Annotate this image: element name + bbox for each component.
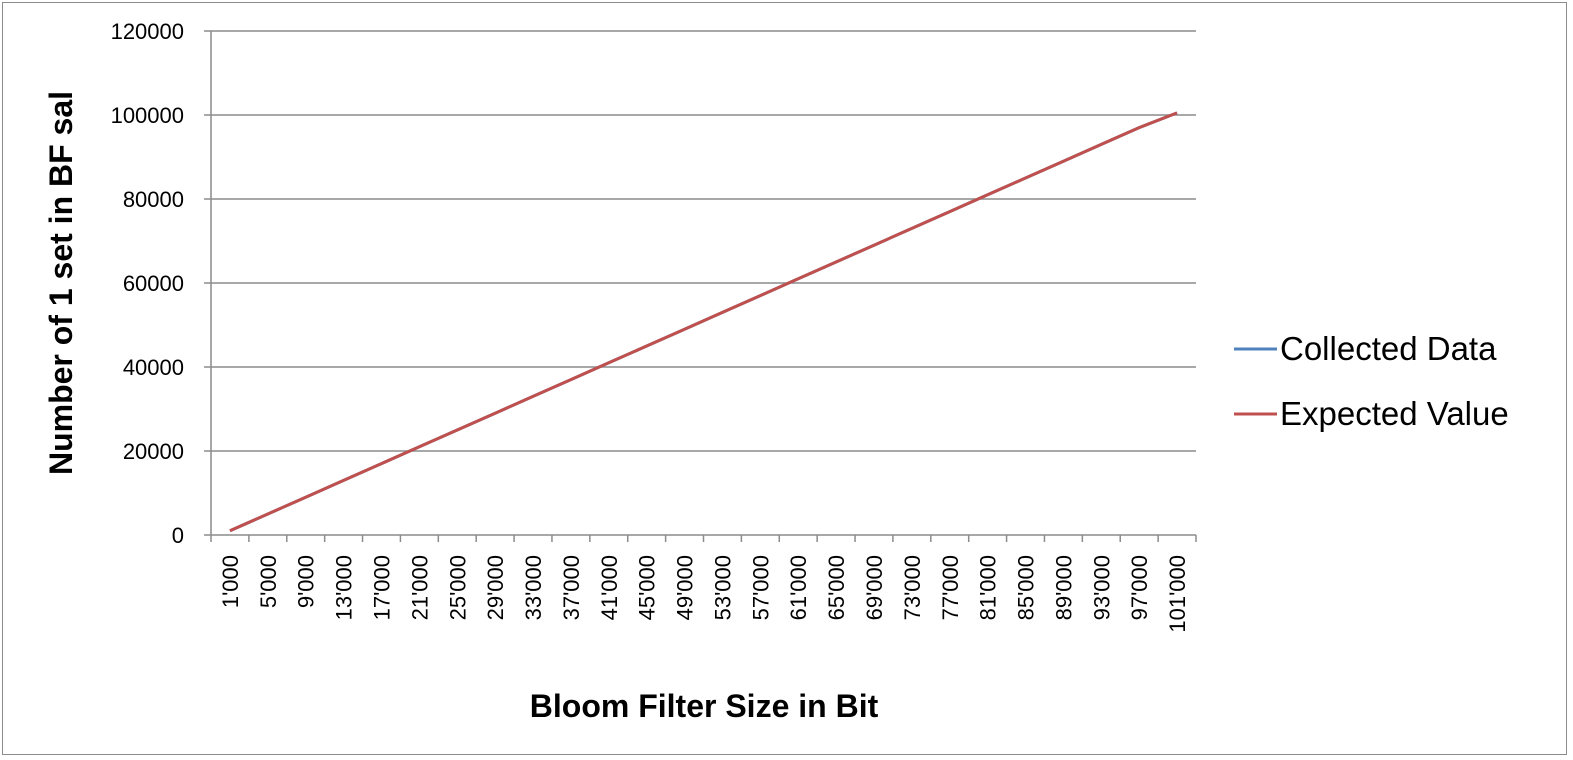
y-tick-label-1: 20000	[123, 439, 184, 464]
x-axis-tick-labels: 1'000 5'000 9'000 13'000 17'000 21'000 25'000 2…	[218, 555, 1190, 633]
x-tick-label-18: 73'000	[900, 555, 925, 620]
series-line-1	[229, 111, 1178, 533]
x-tick-label-4: 17'000	[369, 555, 394, 620]
gridlines	[204, 30, 1196, 536]
x-tick-label-14: 57'000	[748, 555, 773, 620]
x-tick-label-10: 41'000	[597, 555, 622, 620]
x-tick-label-12: 49'000	[673, 555, 698, 620]
x-tick-label-19: 77'000	[938, 555, 963, 620]
x-tick-label-5: 21'000	[407, 555, 432, 620]
x-tick-label-0: 1'000	[218, 555, 243, 608]
x-tick-label-22: 89'000	[1051, 555, 1076, 620]
axes	[210, 31, 1197, 542]
x-tick-label-3: 13'000	[332, 555, 357, 620]
x-tick-label-7: 29'000	[483, 555, 508, 620]
x-tick-label-21: 85'000	[1014, 555, 1039, 620]
x-tick-label-1: 5'000	[256, 555, 281, 608]
legend-label-0: Collected Data	[1280, 330, 1497, 367]
x-tick-label-16: 65'000	[824, 555, 849, 620]
x-tick-label-17: 69'000	[862, 555, 887, 620]
y-tick-label-2: 40000	[123, 355, 184, 380]
y-tick-label-0: 0	[172, 523, 184, 548]
x-axis-title: Bloom Filter Size in Bit	[530, 688, 879, 724]
x-tick-label-2: 9'000	[294, 555, 319, 608]
x-tick-label-15: 61'000	[786, 555, 811, 620]
x-tick-label-11: 45'000	[635, 555, 660, 620]
y-axis-title: Number of 1 set in BF sal	[43, 91, 79, 475]
x-tick-label-13: 53'000	[710, 555, 735, 620]
x-tick-label-20: 81'000	[976, 555, 1001, 620]
x-tick-label-9: 37'000	[559, 555, 584, 620]
y-axis-tick-labels: 0 20000 40000 60000 80000 100000 120000	[111, 19, 184, 548]
y-tick-label-5: 100000	[111, 103, 184, 128]
y-tick-label-3: 60000	[123, 271, 184, 296]
x-tick-label-8: 33'000	[521, 555, 546, 620]
legend: Collected Data Expected Value	[1234, 330, 1509, 432]
x-tick-label-24: 97'000	[1127, 555, 1152, 620]
x-tick-label-23: 93'000	[1089, 555, 1114, 620]
y-tick-label-6: 120000	[111, 19, 184, 44]
x-tick-label-25: 101'000	[1165, 555, 1190, 633]
series-lines	[229, 111, 1178, 533]
legend-label-1: Expected Value	[1280, 395, 1509, 432]
x-tick-label-6: 25'000	[445, 555, 470, 620]
y-tick-label-4: 80000	[123, 187, 184, 212]
